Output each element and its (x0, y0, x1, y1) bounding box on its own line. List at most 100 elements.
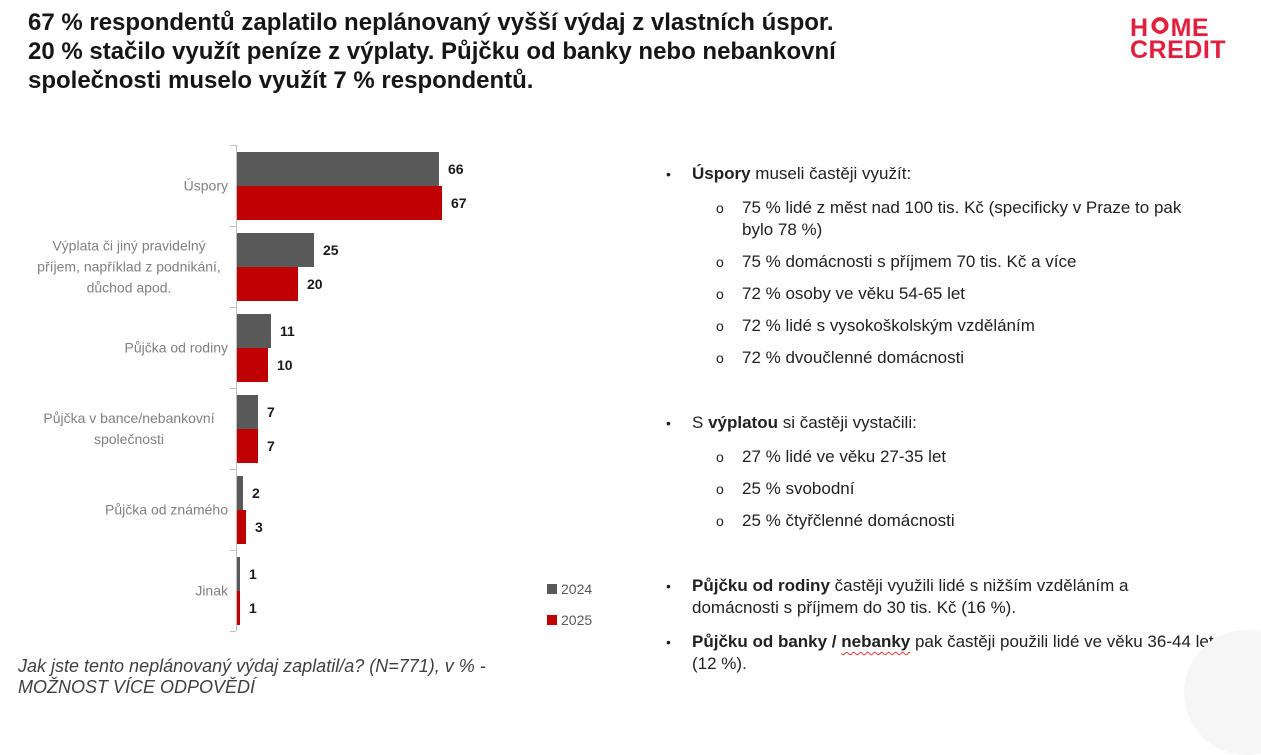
legend-swatch (547, 615, 557, 625)
bullet-marker: • (666, 578, 671, 594)
data-label: 7 (267, 438, 275, 454)
bullet-text-segment: pak častěji použili lidé ve věku 36-44 l… (692, 632, 1214, 673)
slide-title-line: společnosti muselo využít 7 % respondent… (28, 67, 534, 94)
chart-category-row: Půjčka od známého 2 3 (30, 469, 655, 550)
axis-tick (230, 145, 236, 146)
logo-line-home: H ME (1130, 14, 1210, 42)
sub-bullet-marker: o (716, 200, 724, 216)
sub-bullet-text: 27 % lidé ve věku 27-35 let (742, 447, 947, 466)
sub-bullet-marker: o (716, 449, 724, 465)
bullet-text: Půjčku od rodiny častěji využili lidé s … (692, 575, 1214, 619)
legend-swatch (547, 584, 557, 594)
sub-bullet-marker: o (716, 513, 724, 529)
insight-group: • Úspory museli častěji využít: o 75 % lidé… (662, 163, 1214, 369)
sub-bullet-text: 72 % lidé s vysokoškolským vzděláním (742, 316, 1035, 335)
category-label: Půjčka od rodiny (124, 339, 228, 356)
bullet-text: S výplatou si častěji vystačili: (692, 412, 1214, 434)
bullet-item: • Úspory museli častěji využít: (662, 163, 1214, 185)
slide-title-line: 20 % stačilo využít peníze z výplaty. Pů… (28, 38, 836, 65)
bar-2025: 10 (237, 348, 293, 382)
sub-bullet-item: o 27 % lidé ve věku 27-35 let (662, 446, 1214, 468)
home-credit-logo: H ME CREDIT (1130, 14, 1227, 64)
bullet-text-segment: Úspory (692, 164, 751, 183)
data-label: 66 (448, 161, 464, 177)
category-label: Úspory (183, 177, 228, 194)
data-label: 11 (280, 323, 295, 339)
bar-2024: 11 (237, 314, 295, 348)
axis-tick (230, 631, 236, 632)
data-label: 10 (277, 357, 293, 373)
sub-bullet-text: 25 % svobodní (742, 479, 855, 498)
insight-group: • Půjčku od banky / nebanky pak častěji p… (662, 631, 1214, 675)
logo-line-credit: CREDIT (1130, 36, 1227, 64)
data-label: 25 (323, 242, 339, 258)
bullet-text: Úspory museli častěji využít: (692, 163, 1214, 185)
sub-bullet-text: 72 % osoby ve věku 54-65 let (742, 284, 966, 303)
bar-2025: 3 (237, 510, 263, 544)
sub-bullet-item: o 25 % svobodní (662, 478, 1214, 500)
sub-bullet-marker: o (716, 318, 724, 334)
axis-tick (230, 388, 236, 389)
slide-title: 67 % respondentů zaplatilo neplánovaný v… (28, 8, 1098, 95)
bullet-text-segment: Půjčku od banky / (692, 632, 842, 651)
bullet-text-segment: museli častěji využít: (750, 164, 912, 183)
sub-bullet-item: o 72 % osoby ve věku 54-65 let (662, 283, 1214, 305)
bullet-marker: • (666, 166, 671, 182)
bullet-text-segment: si častěji vystačili: (777, 413, 917, 432)
category-label: Jinak (195, 582, 228, 599)
bar-2025: 1 (237, 591, 257, 625)
sub-bullet-marker: o (716, 254, 724, 270)
legend-item-2024: 2024 (547, 581, 592, 597)
data-label: 7 (267, 404, 275, 420)
sub-bullet-item: o 25 % čtyřčlenné domácnosti (662, 510, 1214, 532)
insights-list: • Úspory museli častěji využít: o 75 % lidé… (662, 163, 1214, 687)
data-label: 20 (307, 276, 323, 292)
chart-footnote-line: MOŽNOST VÍCE ODPOVĚDÍ (18, 677, 256, 697)
chart-category-row: Půjčka v bance/nebankovní společnosti 7 7 (30, 388, 655, 469)
chart-axis-line (236, 145, 237, 631)
axis-tick (230, 550, 236, 551)
sub-bullet-marker: o (716, 350, 724, 366)
sub-bullet-item: o 72 % lidé s vysokoškolským vzděláním (662, 315, 1214, 337)
axis-tick (230, 307, 236, 308)
sub-bullet-item: o 75 % domácnosti s příjmem 70 tis. Kč a … (662, 251, 1214, 273)
bar-chart: 2024 2025 Úspory 66 67 Výplata či jiný pravi… (30, 145, 655, 632)
chart-category-row: Úspory 66 67 (30, 145, 655, 226)
bullet-item: • S výplatou si častěji vystačili: (662, 412, 1214, 434)
axis-tick (230, 469, 236, 470)
sub-bullet-text: 75 % domácnosti s příjmem 70 tis. Kč a v… (742, 252, 1077, 271)
insight-group: • Půjčku od rodiny častěji využili lidé s… (662, 575, 1214, 619)
bar-2025: 20 (237, 267, 323, 301)
bullet-item: • Půjčku od rodiny častěji využili lidé s… (662, 575, 1214, 619)
legend-label: 2025 (561, 612, 593, 628)
legend-item-2025: 2025 (547, 612, 592, 628)
slide-title-line: 67 % respondentů zaplatilo neplánovaný v… (28, 9, 834, 36)
bullet-text-segment: Půjčku od rodiny (692, 576, 830, 595)
bullet-text-segment: S (692, 413, 709, 432)
chart-legend: 2024 2025 (547, 581, 592, 643)
bullet-text-segment: nebanky (841, 632, 911, 651)
data-label: 2 (252, 485, 260, 501)
data-label: 3 (255, 519, 263, 535)
data-label: 1 (249, 600, 257, 616)
bullet-text-segment: častěji využili lidé s nižším vzděláním … (692, 576, 1129, 617)
data-label: 1 (249, 566, 257, 582)
chart-category-row: Půjčka od rodiny 11 10 (30, 307, 655, 388)
insight-group: • S výplatou si častěji vystačili: o 27 % l… (662, 412, 1214, 532)
legend-label: 2024 (561, 581, 593, 597)
sub-bullet-marker: o (716, 286, 724, 302)
bar-2024: 66 (237, 152, 464, 186)
sub-bullet-item: o 72 % dvoučlenné domácnosti (662, 347, 1214, 369)
bar-2024: 7 (237, 395, 275, 429)
sub-bullet-text: 72 % dvoučlenné domácnosti (742, 348, 965, 367)
bar-2025: 7 (237, 429, 275, 463)
bullet-marker: • (666, 415, 671, 431)
bar-2024: 25 (237, 233, 339, 267)
logo-o-icon (1151, 17, 1169, 34)
sub-bullet-text: 25 % čtyřčlenné domácnosti (742, 511, 955, 530)
category-label: Půjčka od známého (105, 501, 228, 518)
chart-footnote-line: Jak jste tento neplánovaný výdaj zaplati… (18, 656, 486, 676)
category-label: Výplata či jiný pravidelný příjem, napří… (37, 237, 221, 296)
bullet-item: • Půjčku od banky / nebanky pak častěji p… (662, 631, 1214, 675)
bar-2024: 2 (237, 476, 260, 510)
